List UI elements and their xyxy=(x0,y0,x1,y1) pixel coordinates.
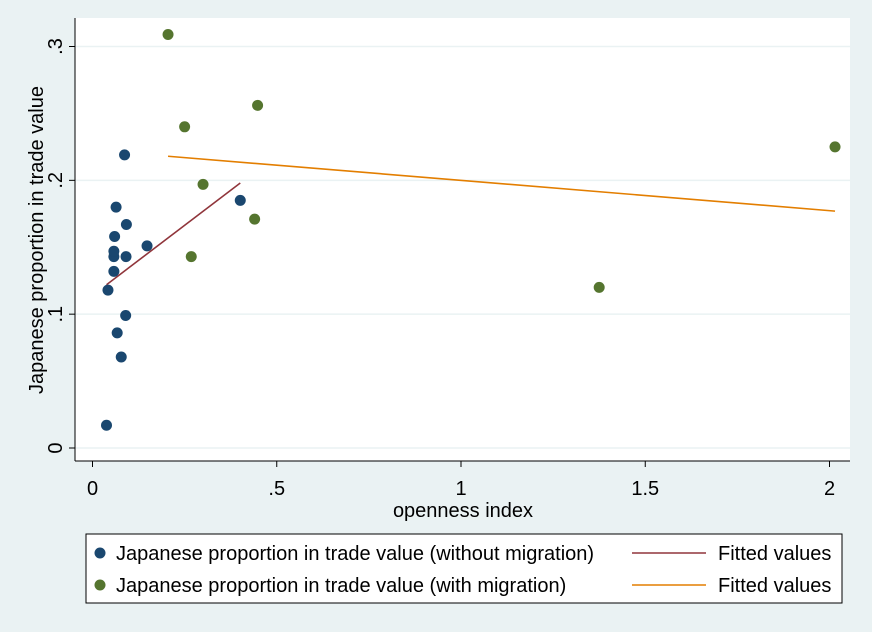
x-tick-label: 0 xyxy=(87,478,98,500)
scatter-point xyxy=(109,231,121,243)
x-axis-title: openness index xyxy=(393,500,533,522)
y-axis-title: Japanese proportion in trade value xyxy=(26,86,48,394)
scatter-point xyxy=(829,141,841,153)
legend-marker xyxy=(94,547,106,559)
y-tick-label: .2 xyxy=(45,172,67,189)
scatter-point xyxy=(252,99,264,111)
scatter-point xyxy=(108,245,120,257)
legend-label: Fitted values xyxy=(718,543,831,565)
scatter-point xyxy=(120,310,132,322)
scatter-point xyxy=(120,218,132,230)
scatter-point xyxy=(110,201,122,213)
x-tick-label: 1 xyxy=(455,478,466,500)
legend: Japanese proportion in trade value (with… xyxy=(85,533,843,604)
y-tick-label: 0 xyxy=(45,442,67,453)
fitted-line xyxy=(106,182,241,286)
scatter-point xyxy=(162,28,174,40)
scatter-point xyxy=(120,251,132,263)
scatter-point xyxy=(108,265,120,277)
plot-area xyxy=(75,18,850,461)
y-tick-label: .1 xyxy=(45,306,67,323)
x-tick-label: .5 xyxy=(268,478,285,500)
legend-label: Japanese proportion in trade value (with… xyxy=(116,575,566,597)
x-tick-label: 1.5 xyxy=(631,478,659,500)
axes xyxy=(74,18,850,462)
legend-label: Japanese proportion in trade value (with… xyxy=(116,543,594,565)
scatter-point xyxy=(115,351,127,363)
scatter-point xyxy=(185,251,197,263)
scatter-point xyxy=(102,284,114,296)
scatter-point xyxy=(234,194,246,206)
scatter-point xyxy=(101,419,113,431)
y-tick-label: .3 xyxy=(45,38,67,55)
scatter-point xyxy=(111,327,123,339)
legend-marker xyxy=(94,579,106,591)
scatter-point xyxy=(197,178,209,190)
fitted-line xyxy=(167,155,836,212)
scatter-point xyxy=(249,213,261,225)
scatter-point xyxy=(141,240,153,252)
legend-label: Fitted values xyxy=(718,575,831,597)
legend-box xyxy=(85,533,843,604)
scatter-point xyxy=(179,121,191,133)
ticks: 0 .5 1 1.5 2 0 .1 .2 .3 xyxy=(45,38,835,500)
series xyxy=(101,28,841,431)
x-tick-label: 2 xyxy=(824,478,835,500)
scatter-point xyxy=(119,149,131,161)
scatter-point xyxy=(593,281,605,293)
